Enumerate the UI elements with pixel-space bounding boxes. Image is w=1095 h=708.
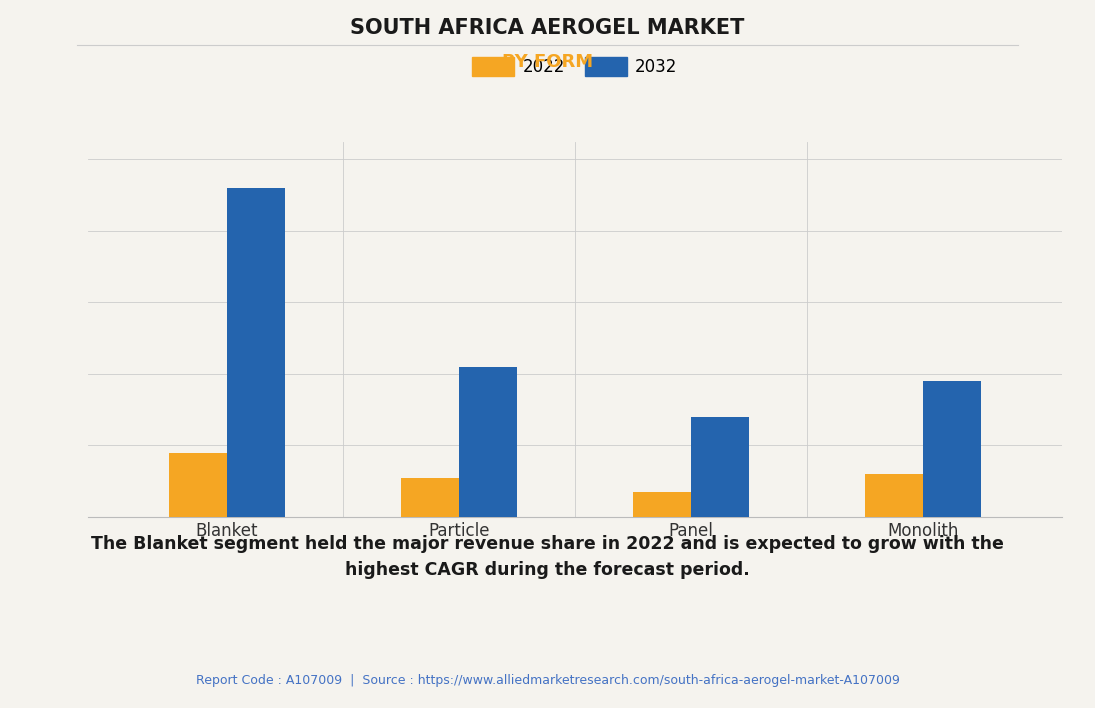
Text: BY FORM: BY FORM: [502, 53, 593, 71]
Text: Report Code : A107009  |  Source : https://www.alliedmarketresearch.com/south-af: Report Code : A107009 | Source : https:/…: [196, 674, 899, 687]
Bar: [923, 381, 981, 517]
Bar: [459, 367, 517, 517]
Legend: 2022, 2032: 2022, 2032: [465, 50, 684, 83]
Bar: [227, 188, 285, 517]
Bar: [865, 474, 923, 517]
Bar: [401, 477, 459, 517]
Text: The Blanket segment held the major revenue share in 2022 and is expected to grow: The Blanket segment held the major reven…: [91, 535, 1004, 579]
Bar: [691, 417, 749, 517]
Text: SOUTH AFRICA AEROGEL MARKET: SOUTH AFRICA AEROGEL MARKET: [350, 18, 745, 38]
Bar: [169, 452, 227, 517]
Bar: [633, 492, 691, 517]
